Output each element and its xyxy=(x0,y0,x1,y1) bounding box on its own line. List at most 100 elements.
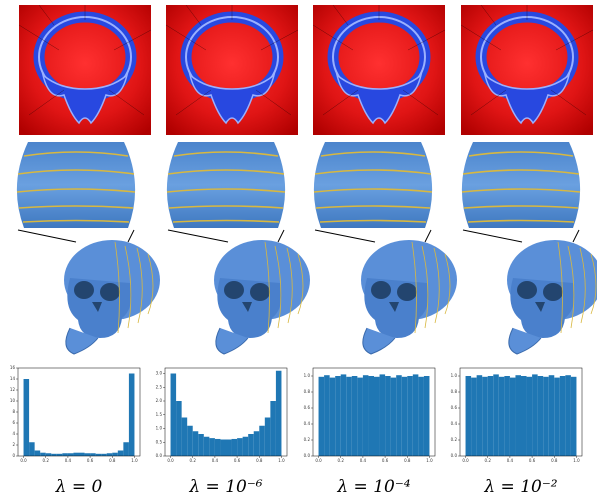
y-tick-label: 0.0 xyxy=(304,453,311,458)
x-tick-label: 0.0 xyxy=(315,458,322,463)
histogram-bar xyxy=(232,439,238,456)
x-tick-label: 0.2 xyxy=(43,458,50,463)
histogram-bar xyxy=(270,401,276,456)
histogram-bar xyxy=(182,418,188,457)
histogram-bar xyxy=(402,377,408,456)
histogram-bar xyxy=(385,376,391,456)
histogram-bar xyxy=(560,376,566,456)
skull-image xyxy=(361,240,457,354)
connector xyxy=(425,230,431,242)
histogram-bar xyxy=(515,375,521,456)
y-tick-label: 0.4 xyxy=(304,421,311,426)
histogram-bar xyxy=(79,453,85,456)
histogram-bar xyxy=(352,376,358,456)
y-tick-label: 2.0 xyxy=(156,398,163,403)
histogram-bar xyxy=(554,378,560,456)
x-tick-label: 0.0 xyxy=(167,458,174,463)
histogram-bar xyxy=(521,376,527,456)
x-tick-label: 0.0 xyxy=(462,458,469,463)
histogram-bar xyxy=(129,374,135,457)
histogram-bar xyxy=(396,375,402,456)
y-tick-label: 14 xyxy=(10,376,16,381)
x-tick-label: 1.0 xyxy=(131,458,138,463)
x-tick-label: 0.4 xyxy=(507,458,514,463)
histogram-bar xyxy=(198,434,204,456)
histogram-bar xyxy=(29,442,35,456)
histogram-bar xyxy=(357,378,363,456)
histogram-bar xyxy=(488,376,494,456)
histogram-bar xyxy=(187,426,193,456)
y-tick-label: 0.0 xyxy=(451,453,458,458)
x-tick-label: 0.4 xyxy=(212,458,219,463)
caption: λ = 10⁻⁶ xyxy=(188,477,262,497)
histogram-bar xyxy=(471,378,477,456)
histogram-bar xyxy=(418,377,424,456)
histogram-bar xyxy=(413,374,419,456)
histogram-bar xyxy=(335,376,341,456)
histogram-bar xyxy=(220,440,226,457)
histogram-bar xyxy=(40,453,46,456)
y-tick-label: 0.6 xyxy=(451,405,458,410)
connector xyxy=(128,230,134,242)
skull-image xyxy=(507,240,597,354)
histogram-bar xyxy=(259,426,265,456)
y-tick-label: 0.4 xyxy=(451,421,458,426)
x-tick-label: 0.6 xyxy=(382,458,389,463)
heat-map-image xyxy=(461,5,593,135)
y-tick-label: 0.8 xyxy=(451,389,458,394)
y-tick-label: 16 xyxy=(10,365,16,370)
thumbnails xyxy=(17,5,597,354)
histogram-bar xyxy=(276,371,282,456)
y-tick-label: 4 xyxy=(12,431,15,436)
histogram-bar xyxy=(226,440,232,457)
x-tick-label: 0.8 xyxy=(404,458,411,463)
histogram-bar xyxy=(248,434,254,456)
y-tick-label: 6 xyxy=(12,420,15,425)
x-tick-label: 0.0 xyxy=(20,458,27,463)
y-tick-label: 0.5 xyxy=(156,439,163,444)
x-tick-label: 0.6 xyxy=(529,458,536,463)
histogram-bar xyxy=(549,375,555,456)
histogram-bar xyxy=(380,374,386,456)
x-tick-label: 0.8 xyxy=(551,458,558,463)
histogram-bar xyxy=(171,374,177,457)
histogram-bar xyxy=(319,377,325,456)
histogram-bar xyxy=(341,374,347,456)
histogram-bar xyxy=(35,451,41,457)
histogram-bar xyxy=(571,377,577,456)
y-tick-label: 12 xyxy=(10,387,16,392)
histogram-bar xyxy=(527,377,533,456)
skull-image xyxy=(214,240,310,354)
histogram-bar xyxy=(466,376,472,456)
y-tick-label: 0.6 xyxy=(304,405,311,410)
histogram-bar xyxy=(424,376,430,456)
histogram-bar xyxy=(330,378,336,456)
histogram-bar xyxy=(368,376,374,456)
y-tick-label: 1.0 xyxy=(451,373,458,378)
histogram-bar xyxy=(265,418,271,457)
histogram-bar xyxy=(112,453,118,456)
histogram-bar xyxy=(101,454,107,456)
histogram-bar xyxy=(85,453,91,456)
y-tick-label: 2 xyxy=(12,442,15,447)
y-tick-label: 1.5 xyxy=(156,412,163,417)
histogram-bar xyxy=(532,374,538,456)
x-tick-label: 1.0 xyxy=(426,458,433,463)
connector xyxy=(18,230,76,242)
histogram-bar xyxy=(477,375,483,456)
zoom-image xyxy=(314,142,432,228)
histogram-bar xyxy=(118,451,124,457)
histogram-bar xyxy=(493,374,499,456)
connector xyxy=(168,230,228,242)
y-tick-label: 0.2 xyxy=(451,437,458,442)
y-tick-label: 8 xyxy=(12,409,15,414)
caption: λ = 10⁻⁴ xyxy=(336,477,410,497)
caption: λ = 10⁻² xyxy=(483,477,557,497)
histogram-bar xyxy=(254,431,260,456)
histogram-bar xyxy=(51,454,57,456)
zoom-image xyxy=(17,142,135,228)
heat-map-image xyxy=(166,5,298,135)
histogram-bar xyxy=(374,377,380,456)
histogram-bar xyxy=(499,377,505,456)
caption: λ = 0 xyxy=(55,477,103,497)
